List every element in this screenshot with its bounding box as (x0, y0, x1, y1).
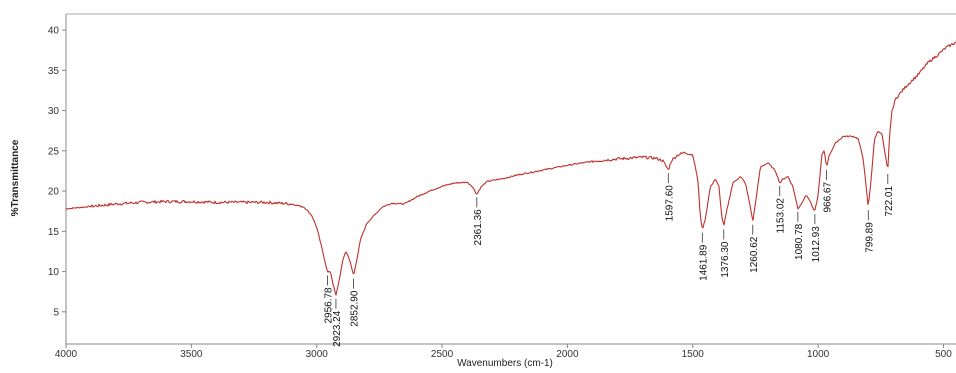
peak-annotation: 2361.36 (473, 197, 484, 245)
x-tick-label: 1000 (807, 349, 830, 360)
peak-annotation: 2923.24 (332, 298, 343, 347)
x-tick-label: 3500 (180, 349, 203, 360)
x-axis-ticks: 4000 3500 3000 2500 2000 1500 1000 500 (55, 344, 952, 360)
peak-annotation: 1597.60 (664, 173, 675, 221)
peak-label: 2852.90 (350, 290, 361, 327)
y-tick-label: 5 (53, 307, 59, 318)
peak-label: 1597.60 (664, 185, 675, 222)
peak-label: 1260.62 (749, 236, 760, 273)
x-tick-label: 500 (935, 349, 952, 360)
y-tick-label: 30 (48, 106, 60, 117)
peak-annotation: 1153.02 (776, 186, 787, 233)
peak-annotation: 1461.89 (698, 232, 709, 281)
x-axis-label: Wavenumbers (cm-1) (457, 358, 553, 369)
peak-annotation: 1080.78 (794, 211, 805, 260)
y-tick-label: 15 (48, 227, 60, 238)
peak-label: 1461.89 (698, 244, 709, 281)
y-tick-label: 25 (48, 146, 60, 157)
peak-label: 2361.36 (473, 209, 484, 246)
peak-annotation: 1012.93 (811, 214, 822, 262)
peak-label: 799.89 (864, 222, 875, 253)
x-tick-label: 1500 (682, 349, 705, 360)
peak-label: 966.67 (822, 181, 833, 212)
spectrum-line (65, 41, 956, 296)
y-axis-ticks: 5 10 15 20 25 30 35 40 (48, 26, 66, 318)
peak-annotation: 2956.78 (324, 275, 335, 324)
peak-annotation: 1260.62 (749, 224, 760, 273)
y-tick-label: 20 (48, 187, 60, 198)
x-tick-label: 2500 (431, 349, 454, 360)
peak-label: 1080.78 (794, 223, 805, 260)
y-tick-label: 40 (48, 26, 60, 37)
peak-label: 2923.24 (332, 310, 343, 347)
plot-frame (65, 13, 956, 345)
peak-label: 722.01 (884, 186, 895, 217)
x-tick-label: 2000 (556, 349, 579, 360)
peak-label: 1153.02 (776, 198, 787, 234)
peak-annotation: 722.01 (884, 173, 895, 217)
peak-label: 1012.93 (811, 226, 822, 263)
peak-label: 1376.30 (720, 241, 731, 278)
peak-annotation: 966.67 (822, 169, 833, 213)
peak-annotation: 1376.30 (720, 229, 731, 278)
x-tick-label: 3000 (306, 349, 329, 360)
peak-label: 2956.78 (324, 287, 335, 324)
peak-annotation: 2852.90 (350, 278, 361, 327)
peak-annotation: 799.89 (864, 210, 875, 253)
y-tick-label: 35 (48, 66, 60, 77)
y-tick-label: 10 (48, 267, 60, 278)
y-axis-label: %Transmittance (10, 139, 21, 216)
x-tick-label: 4000 (55, 349, 78, 360)
